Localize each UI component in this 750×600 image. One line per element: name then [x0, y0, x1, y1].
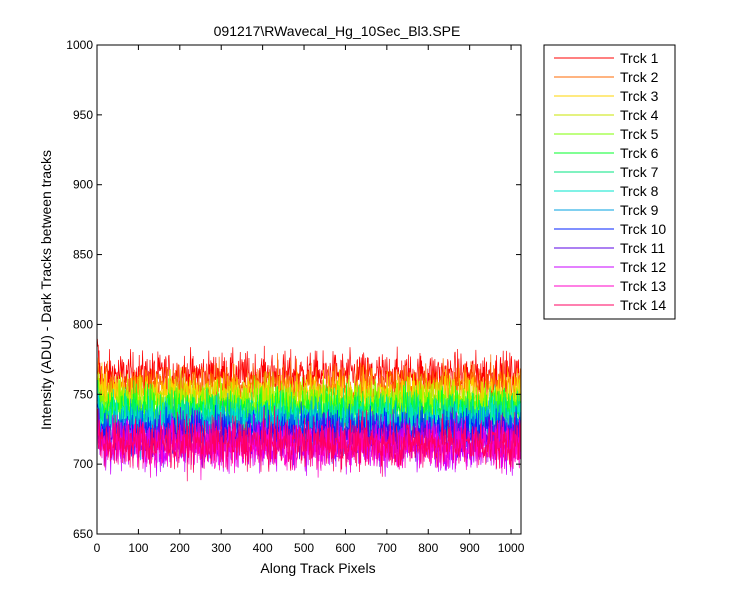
legend-label: Trck 5 — [620, 126, 659, 142]
legend-label: Trck 14 — [620, 297, 666, 313]
legend-label: Trck 3 — [620, 88, 659, 104]
legend-label: Trck 2 — [620, 69, 659, 85]
y-tick-label: 1000 — [66, 38, 93, 52]
x-tick-label: 200 — [170, 541, 190, 555]
x-tick-label: 100 — [128, 541, 148, 555]
legend-label: Trck 13 — [620, 278, 666, 294]
y-tick-label: 850 — [73, 248, 93, 262]
x-tick-label: 400 — [253, 541, 273, 555]
legend-label: Trck 6 — [620, 145, 659, 161]
x-tick-label: 600 — [335, 541, 355, 555]
y-axis: 650 700 750 800 850 900 950 1000 — [66, 38, 521, 541]
x-tick-label: 0 — [94, 541, 101, 555]
series-line-14 — [97, 405, 522, 482]
y-tick-label: 650 — [73, 527, 93, 541]
legend-label: Trck 7 — [620, 164, 659, 180]
legend-label: Trck 10 — [620, 221, 666, 237]
x-axis: 0 100 200 300 400 500 600 700 800 900 1000 — [94, 45, 525, 555]
y-tick-label: 900 — [73, 178, 93, 192]
x-tick-label: 900 — [460, 541, 480, 555]
y-tick-label: 800 — [73, 317, 93, 331]
legend-box — [543, 44, 676, 320]
legend-label: Trck 12 — [620, 259, 666, 275]
legend-label: Trck 11 — [620, 240, 665, 256]
series-group — [97, 338, 522, 482]
x-tick-label: 300 — [211, 541, 231, 555]
x-tick-label: 1000 — [498, 541, 525, 555]
plot-frame — [96, 44, 522, 535]
y-tick-label: 950 — [73, 108, 93, 122]
x-axis-label: Along Track Pixels — [260, 560, 375, 576]
y-axis-label: Intensity (ADU) - Dark Tracks between tr… — [38, 150, 54, 430]
x-tick-label: 500 — [294, 541, 314, 555]
legend: Trck 1 Trck 2 Trck 3 Trck 4 Trck 5 Trck 6 Trck… — [543, 44, 676, 320]
chart-title: 091217\RWavecal_Hg_10Sec_Bl3.SPE — [214, 23, 461, 39]
x-tick-label: 800 — [418, 541, 438, 555]
y-tick-label: 750 — [73, 387, 93, 401]
legend-label: Trck 8 — [620, 183, 659, 199]
legend-label: Trck 1 — [620, 50, 659, 66]
legend-label: Trck 9 — [620, 202, 659, 218]
legend-label: Trck 4 — [620, 107, 659, 123]
y-tick-label: 700 — [73, 457, 93, 471]
x-tick-label: 700 — [377, 541, 397, 555]
plot-area — [96, 44, 522, 535]
series-line-1 — [97, 338, 522, 405]
